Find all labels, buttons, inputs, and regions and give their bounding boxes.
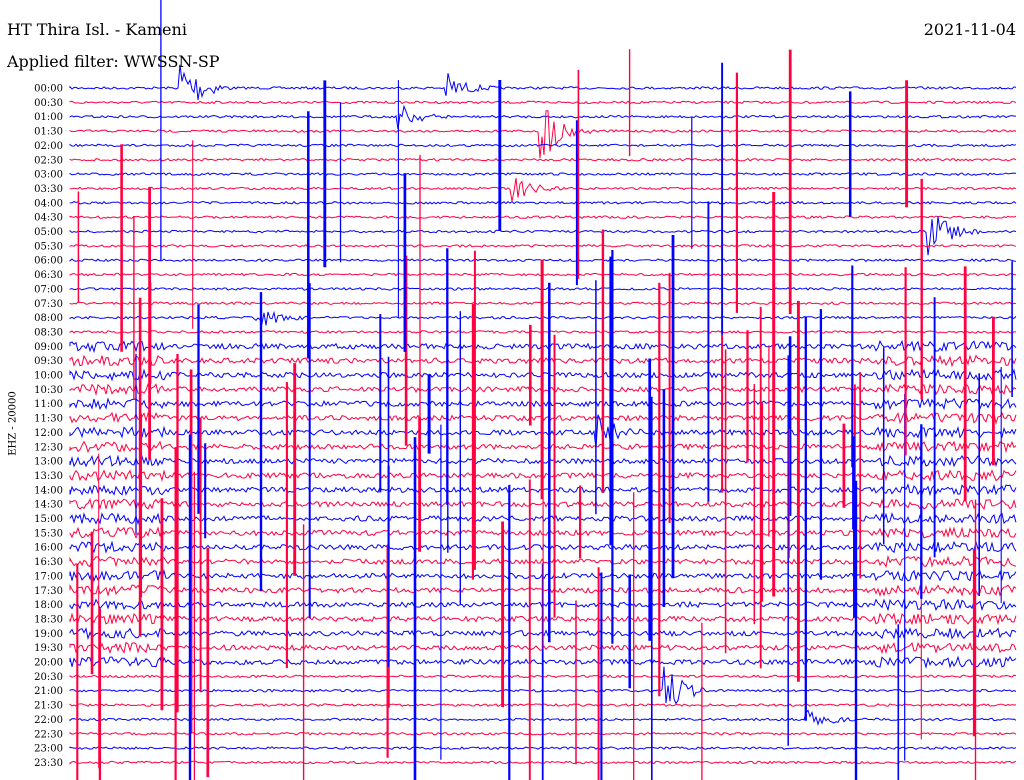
trace-line bbox=[69, 526, 1017, 539]
time-label: 13:30 bbox=[34, 471, 63, 482]
time-label: 04:30 bbox=[34, 213, 63, 224]
time-label: 09:00 bbox=[34, 342, 63, 353]
date-label: 2021-11-04 bbox=[923, 20, 1016, 39]
time-label: 01:00 bbox=[34, 112, 63, 123]
trace-line bbox=[69, 512, 1017, 526]
time-label: 04:00 bbox=[34, 198, 63, 209]
time-label: 12:00 bbox=[34, 428, 63, 439]
time-label: 01:30 bbox=[34, 127, 63, 138]
trace-line bbox=[69, 100, 1017, 105]
time-label: 05:30 bbox=[34, 241, 63, 252]
time-label: 19:00 bbox=[34, 629, 63, 640]
trace-line bbox=[69, 497, 1017, 511]
time-label: 20:30 bbox=[34, 672, 63, 683]
time-label: 22:00 bbox=[34, 715, 63, 726]
time-label: 07:00 bbox=[34, 284, 63, 295]
time-label: 05:00 bbox=[34, 227, 63, 238]
time-label: 20:00 bbox=[34, 658, 63, 669]
time-label: 23:30 bbox=[34, 758, 63, 769]
time-label: 00:00 bbox=[34, 84, 63, 95]
trace-line bbox=[69, 215, 1017, 220]
time-label: 10:00 bbox=[34, 371, 63, 382]
time-label: 22:30 bbox=[34, 729, 63, 740]
channel-axis-label: EHZ - 20000 bbox=[7, 391, 19, 456]
time-label: 08:00 bbox=[34, 313, 63, 324]
time-label: 14:30 bbox=[34, 500, 63, 511]
time-label: 13:00 bbox=[34, 457, 63, 468]
time-label: 18:30 bbox=[34, 614, 63, 625]
time-label: 15:00 bbox=[34, 514, 63, 525]
time-label: 21:00 bbox=[34, 686, 63, 697]
time-label: 16:00 bbox=[34, 543, 63, 554]
time-label: 12:30 bbox=[34, 442, 63, 453]
trace-line bbox=[69, 177, 1017, 202]
time-label: 00:30 bbox=[34, 98, 63, 109]
time-label: 16:30 bbox=[34, 557, 63, 568]
trace-line bbox=[69, 172, 1017, 176]
filter-label: Applied filter: WWSSN-SP bbox=[7, 52, 220, 71]
trace-line bbox=[69, 157, 1017, 162]
trace-line bbox=[69, 110, 1017, 158]
time-label: 07:30 bbox=[34, 299, 63, 310]
time-label: 19:30 bbox=[34, 643, 63, 654]
time-label: 15:30 bbox=[34, 528, 63, 539]
trace-line bbox=[69, 540, 1017, 554]
time-label: 02:00 bbox=[34, 141, 63, 152]
time-label: 14:00 bbox=[34, 485, 63, 496]
time-label: 23:00 bbox=[34, 744, 63, 755]
time-label: 06:30 bbox=[34, 270, 63, 281]
trace-line bbox=[69, 64, 1017, 100]
trace-line bbox=[69, 216, 1017, 256]
trace-line bbox=[69, 104, 1016, 130]
time-label: 21:30 bbox=[34, 701, 63, 712]
time-label: 03:00 bbox=[34, 170, 63, 181]
time-label: 18:00 bbox=[34, 600, 63, 611]
time-label: 17:30 bbox=[34, 586, 63, 597]
time-label: 10:30 bbox=[34, 385, 63, 396]
station-title: HT Thira Isl. - Kameni bbox=[7, 20, 187, 39]
time-label: 06:00 bbox=[34, 256, 63, 267]
time-label: 03:30 bbox=[34, 184, 63, 195]
trace-line bbox=[69, 143, 1017, 148]
time-label: 11:30 bbox=[34, 414, 63, 425]
time-label: 11:00 bbox=[34, 399, 63, 410]
trace-line bbox=[69, 200, 1017, 205]
time-label: 02:30 bbox=[34, 155, 63, 166]
time-label: 17:00 bbox=[34, 571, 63, 582]
time-label: 08:30 bbox=[34, 327, 63, 338]
trace-line bbox=[69, 243, 1017, 248]
time-label: 09:30 bbox=[34, 356, 63, 367]
trace-line bbox=[69, 554, 1017, 568]
